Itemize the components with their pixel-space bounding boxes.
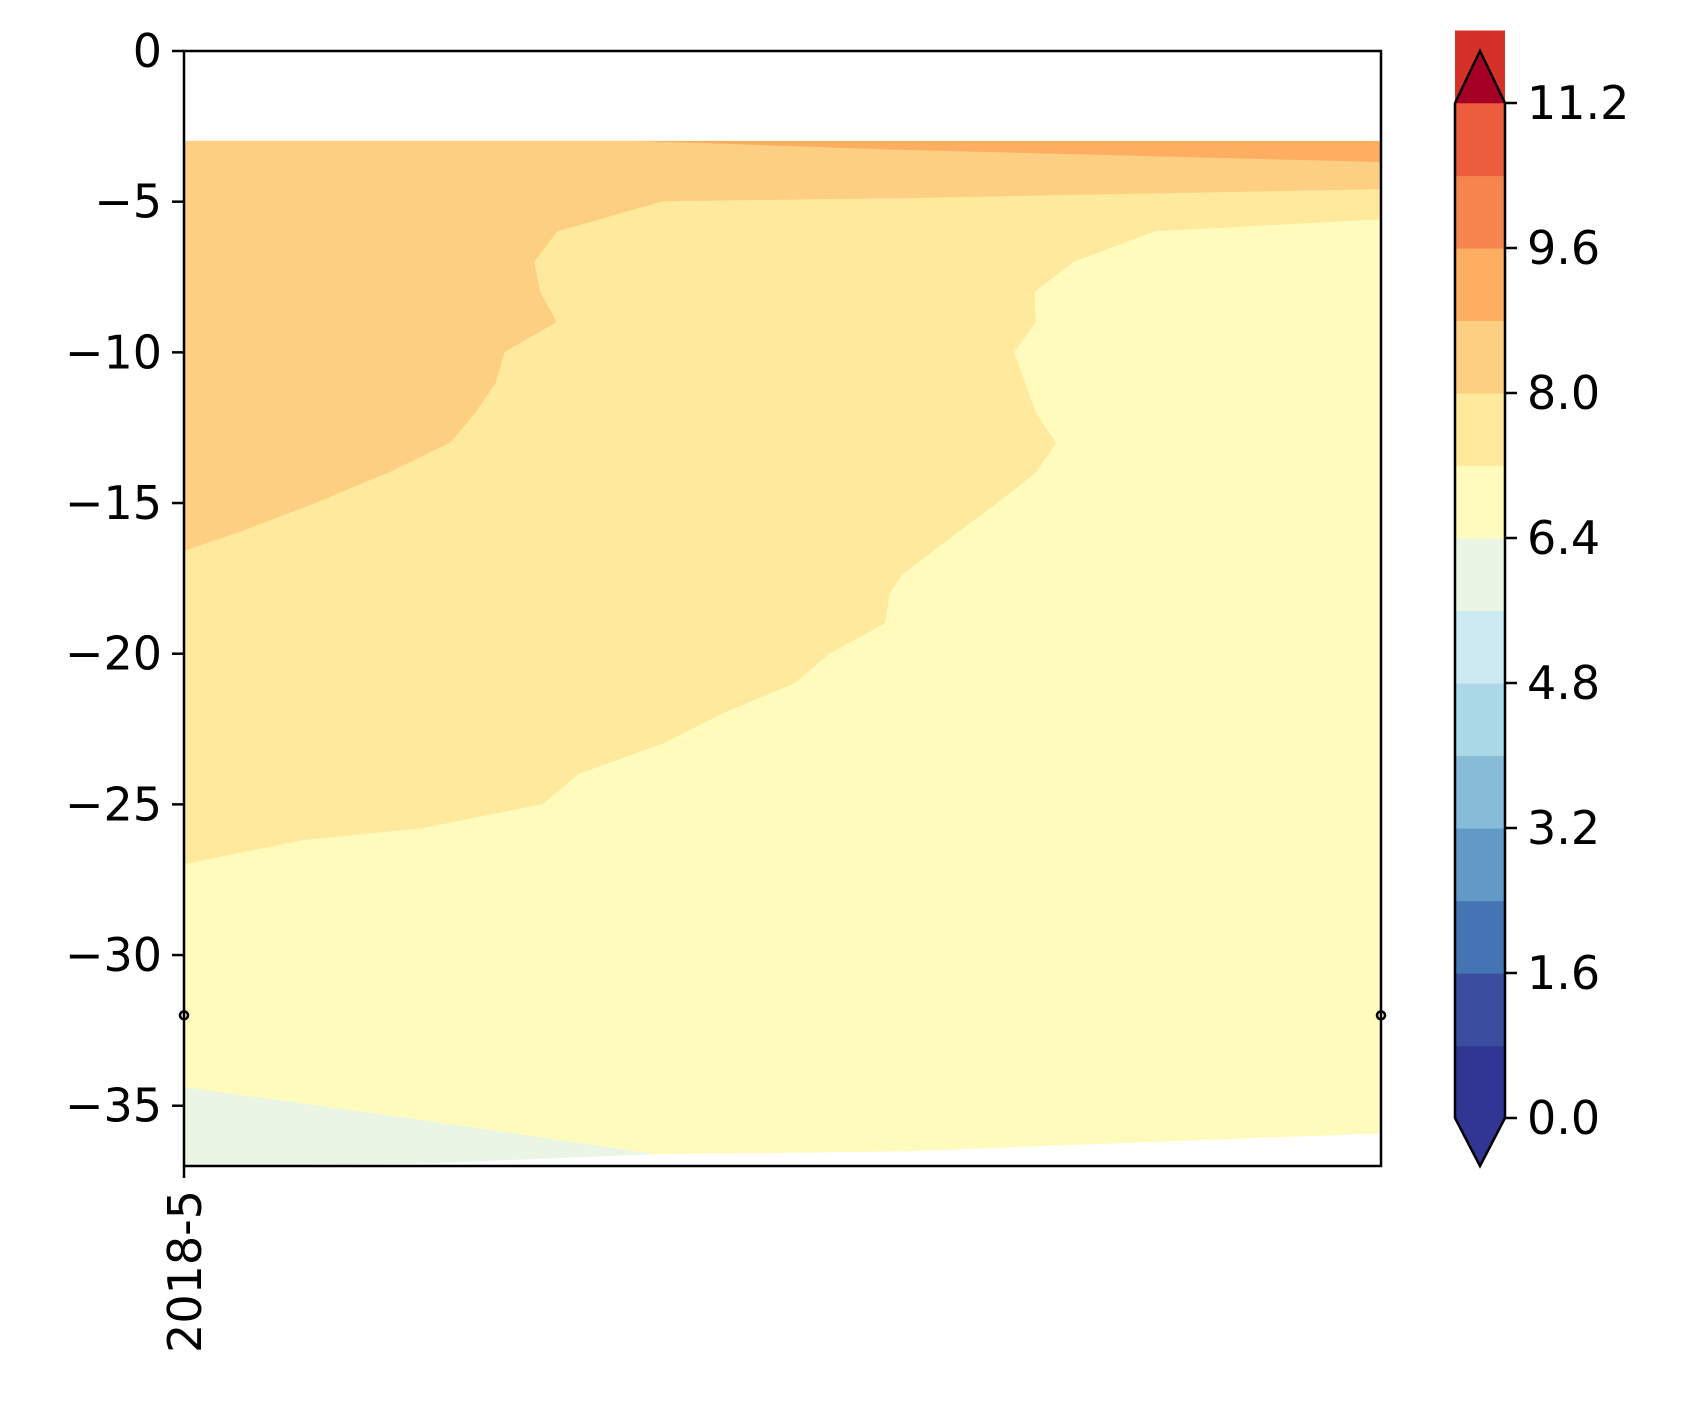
- colorbar-segment-12: [1455, 175, 1505, 249]
- y-tick-label: −25: [65, 777, 162, 831]
- y-tick-label: 0: [133, 24, 162, 78]
- colorbar-tick-label: 8.0: [1527, 366, 1600, 420]
- colorbar-tick-label: 3.2: [1527, 801, 1600, 855]
- colorbar-segment-11: [1455, 248, 1505, 322]
- colorbar-tick-label: 4.8: [1527, 656, 1600, 710]
- y-tick-label: −5: [94, 175, 162, 229]
- x-tick-label: 2018-5: [158, 1190, 212, 1353]
- colorbar-tick-label: 1.6: [1527, 946, 1600, 1000]
- colorbar-segment-4: [1455, 755, 1505, 829]
- colorbar-segment-10: [1455, 320, 1505, 394]
- y-tick-label: −35: [65, 1079, 162, 1133]
- colorbar-segment-8: [1455, 465, 1505, 539]
- colorbar-over-extension: [1455, 51, 1505, 103]
- colorbar-tick-label: 9.6: [1527, 221, 1600, 275]
- plot-frame: [182, 49, 1383, 1168]
- contour-region-5.6-6.4: [183, 219, 1382, 1155]
- colorbar: 0.0 1.6 3.2 4.8 6.4 8.0 9.6 11.2: [1453, 30, 1629, 1169]
- colorbar-tick-label: 11.2: [1527, 76, 1629, 130]
- x-axis: 2018-5: [158, 1166, 212, 1353]
- colorbar-segment-3: [1455, 828, 1505, 902]
- colorbar-segment-13: [1455, 103, 1505, 177]
- colorbar-segment-5: [1455, 683, 1505, 757]
- colorbar-segment-1: [1455, 973, 1505, 1047]
- y-tick-label: −10: [65, 325, 162, 379]
- y-tick-label: −20: [65, 627, 162, 681]
- contour-regions: [183, 140, 1382, 1167]
- y-tick-label: −15: [65, 476, 162, 530]
- colorbar-segment-0: [1455, 1045, 1505, 1119]
- colorbar-tick-label: 6.4: [1527, 511, 1600, 565]
- colorbar-segment-6: [1455, 610, 1505, 684]
- y-tick-label: −30: [65, 928, 162, 982]
- colorbar-segment-9: [1455, 393, 1505, 467]
- colorbar-segment-7: [1455, 538, 1505, 612]
- colorbar-under-extension: [1455, 1118, 1505, 1166]
- colorbar-segment-2: [1455, 900, 1505, 974]
- colorbar-tick-label: 0.0: [1527, 1091, 1600, 1145]
- y-axis: 0 −5 −10 −15 −20 −25 −30 −35: [65, 24, 184, 1133]
